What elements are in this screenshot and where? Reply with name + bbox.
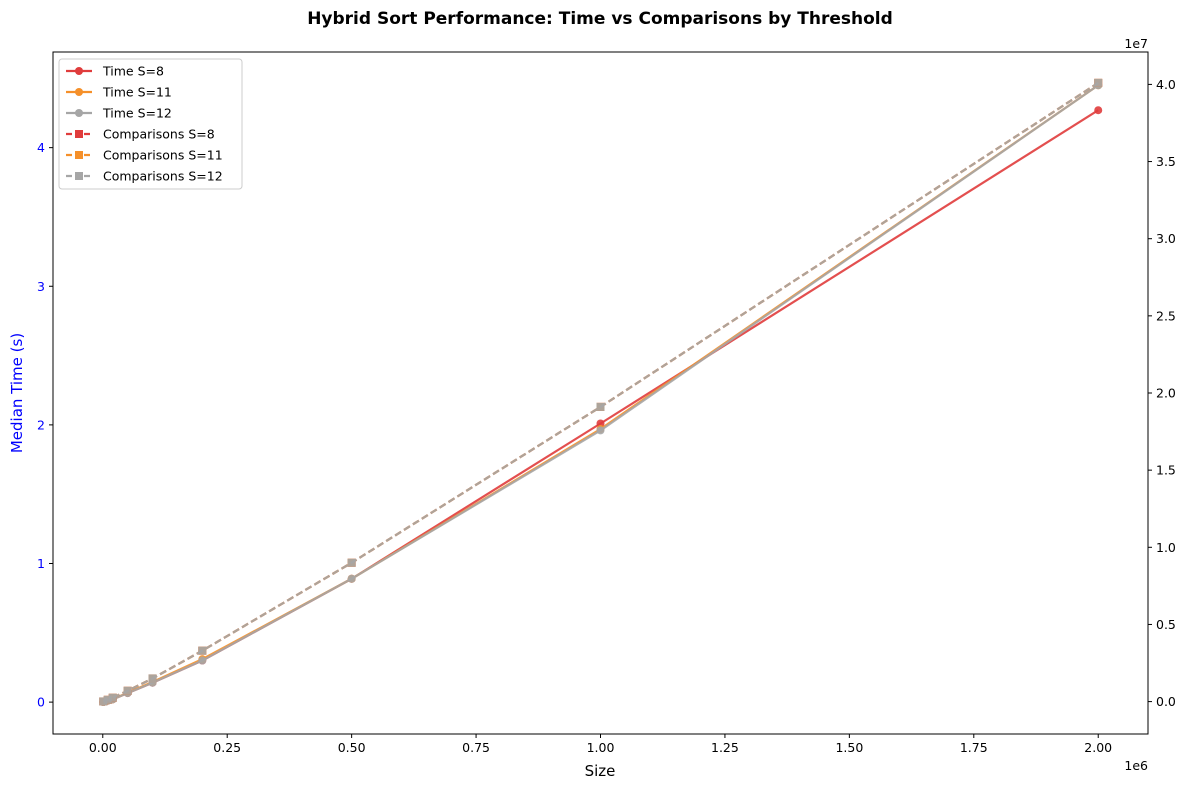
y-right-tick-label: 4.0	[1156, 77, 1176, 92]
legend-label: Comparisons S=12	[103, 169, 223, 184]
y-right-tick-label: 1.5	[1156, 463, 1176, 478]
x-tick-label: 0.25	[213, 740, 241, 755]
legend-marker	[75, 88, 83, 96]
y-right-tick-label: 0.5	[1156, 617, 1176, 632]
y-left-tick-label: 3	[37, 279, 45, 294]
plot-area: 0.00 0.25 0.50 0.75 1.00 1.25 1.50 1.75 2.00 0 1 2 3…	[37, 51, 1176, 755]
y-left-tick-label: 0	[37, 695, 45, 710]
data-point	[1094, 106, 1103, 115]
legend-label: Comparisons S=8	[103, 127, 215, 142]
data-point	[596, 426, 605, 435]
legend-marker	[75, 151, 83, 159]
data-point	[198, 646, 207, 655]
legend-marker	[75, 67, 83, 75]
legend-marker	[75, 130, 83, 138]
data-point	[596, 419, 605, 428]
data-point	[108, 693, 117, 702]
y-right-tick-label: 2.0	[1156, 386, 1176, 401]
legend-label: Time S=12	[102, 106, 172, 121]
x-axis-offset-label: 1e6	[1124, 758, 1148, 773]
y-right-offset-label: 1e7	[1124, 36, 1148, 51]
x-tick-label: 0.00	[89, 740, 117, 755]
comparisons-line-11	[102, 81, 1099, 703]
y-right-tick-label: 3.0	[1156, 231, 1176, 246]
y-right-tick-label: 0.0	[1156, 694, 1176, 709]
x-tick-label: 1.75	[960, 740, 988, 755]
y-left-tick-label: 4	[37, 140, 45, 155]
data-point	[347, 558, 356, 567]
legend-label: Time S=11	[102, 85, 172, 100]
x-axis-label: Size	[585, 762, 616, 780]
data-point	[99, 697, 108, 706]
data-point	[198, 656, 207, 665]
data-point	[1094, 78, 1103, 87]
legend-box	[58, 58, 243, 190]
legend-marker	[75, 109, 83, 117]
x-tick-label: 1.25	[711, 740, 739, 755]
chart-title: Hybrid Sort Performance: Time vs Compari…	[307, 9, 893, 29]
time-line-12	[102, 84, 1099, 704]
data-point	[148, 674, 157, 683]
data-point	[103, 695, 112, 704]
legend-label: Time S=8	[102, 64, 164, 79]
y-left-tick-label: 1	[37, 556, 45, 571]
x-tick-label: 0.50	[338, 740, 366, 755]
time-line-11	[102, 84, 1099, 704]
data-point	[123, 686, 132, 695]
comparisons-line-8	[102, 81, 1099, 703]
y-axis-left-label: Median Time (s)	[8, 333, 26, 453]
legend-label: Comparisons S=11	[103, 148, 223, 163]
legend-marker	[75, 172, 83, 180]
legend: Time S=8 Time S=11 Time S=12 Comparisons S=…	[58, 58, 243, 190]
x-tick-label: 1.00	[587, 740, 615, 755]
y-left-tick-label: 2	[37, 417, 45, 432]
y-right-tick-label: 3.5	[1156, 154, 1176, 169]
y-right-tick-label: 2.5	[1156, 308, 1176, 323]
x-tick-label: 2.00	[1084, 740, 1112, 755]
y-right-tick-label: 1.0	[1156, 540, 1176, 555]
comparisons-line-12	[102, 81, 1099, 703]
x-tick-label: 0.75	[462, 740, 490, 755]
data-point	[347, 574, 356, 583]
data-point	[596, 402, 605, 411]
x-tick-label: 1.50	[835, 740, 863, 755]
